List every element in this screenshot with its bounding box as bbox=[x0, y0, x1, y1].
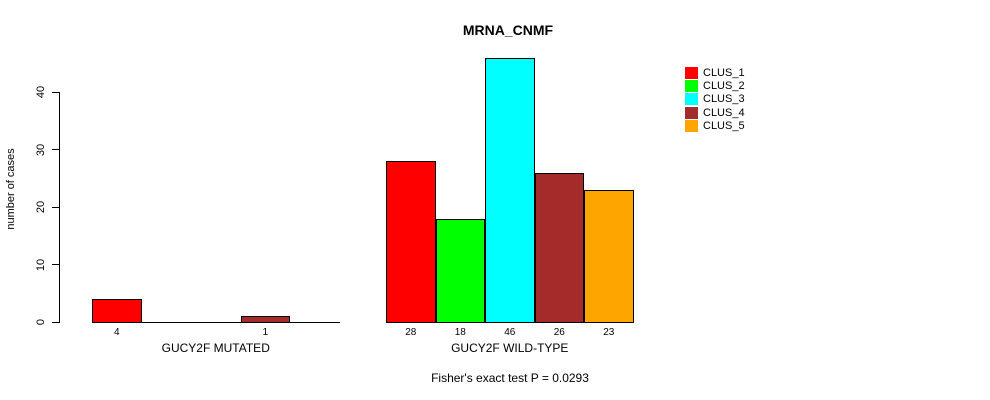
y-tick-mark-10 bbox=[52, 264, 59, 265]
legend: CLUS_1 CLUS_2 CLUS_3 CLUS_4 CLUS_5 bbox=[685, 66, 745, 132]
legend-item-clus_4: CLUS_4 bbox=[685, 106, 745, 119]
bar-value-label: 26 bbox=[553, 327, 565, 338]
legend-item-clus_3: CLUS_3 bbox=[685, 93, 745, 106]
legend-label: CLUS_3 bbox=[703, 93, 745, 106]
y-tick-label-40: 40 bbox=[35, 85, 47, 99]
group-baseline-1 bbox=[92, 322, 340, 323]
bar-clus_2-group2 bbox=[435, 218, 485, 323]
legend-item-clus_1: CLUS_1 bbox=[685, 66, 745, 79]
y-tick-label-10: 10 bbox=[35, 258, 47, 271]
fisher-test-subtitle: Fisher's exact test P = 0.0293 bbox=[431, 371, 589, 385]
bar-value-label: 18 bbox=[454, 327, 466, 338]
bar-clus_4-group1 bbox=[240, 316, 290, 323]
legend-item-clus_2: CLUS_2 bbox=[685, 79, 745, 92]
chart-title: MRNA_CNMF bbox=[462, 22, 554, 38]
legend-swatch-clus_3 bbox=[685, 93, 698, 106]
bar-value-label: 1 bbox=[262, 327, 269, 338]
bar-value-label: 4 bbox=[113, 327, 120, 338]
bar-clus_1-group1 bbox=[92, 299, 142, 323]
bar-value-label: 23 bbox=[603, 327, 615, 338]
y-axis-label: number of cases bbox=[5, 148, 17, 230]
group-label-2: GUCY2F WILD-TYPE bbox=[451, 341, 569, 355]
y-tick-mark-40 bbox=[52, 91, 59, 93]
bar-value-label: 28 bbox=[405, 327, 417, 338]
y-tick-mark-0 bbox=[52, 321, 59, 323]
bar-clus_4-group2 bbox=[534, 172, 584, 323]
legend-label: CLUS_4 bbox=[703, 106, 745, 119]
y-tick-label-0: 0 bbox=[35, 318, 47, 326]
legend-label: CLUS_1 bbox=[703, 66, 745, 79]
y-axis-line bbox=[59, 92, 60, 323]
legend-swatch-clus_5 bbox=[685, 119, 698, 132]
legend-item-clus_5: CLUS_5 bbox=[685, 119, 745, 132]
bar-value-label: 46 bbox=[504, 327, 516, 338]
y-tick-mark-30 bbox=[52, 149, 59, 150]
legend-swatch-clus_2 bbox=[685, 79, 698, 92]
legend-swatch-clus_1 bbox=[685, 66, 698, 79]
group-label-1: GUCY2F MUTATED bbox=[161, 341, 270, 355]
y-tick-label-30: 30 bbox=[35, 143, 47, 156]
y-tick-mark-20 bbox=[52, 206, 59, 208]
legend-label: CLUS_5 bbox=[703, 119, 745, 132]
bar-clus_5-group2 bbox=[584, 189, 634, 323]
bar-clus_3-group2 bbox=[485, 57, 535, 323]
bar-clus_1-group2 bbox=[386, 161, 436, 323]
legend-label: CLUS_2 bbox=[703, 79, 745, 92]
legend-swatch-clus_4 bbox=[685, 106, 698, 119]
y-tick-label-20: 20 bbox=[35, 200, 47, 214]
